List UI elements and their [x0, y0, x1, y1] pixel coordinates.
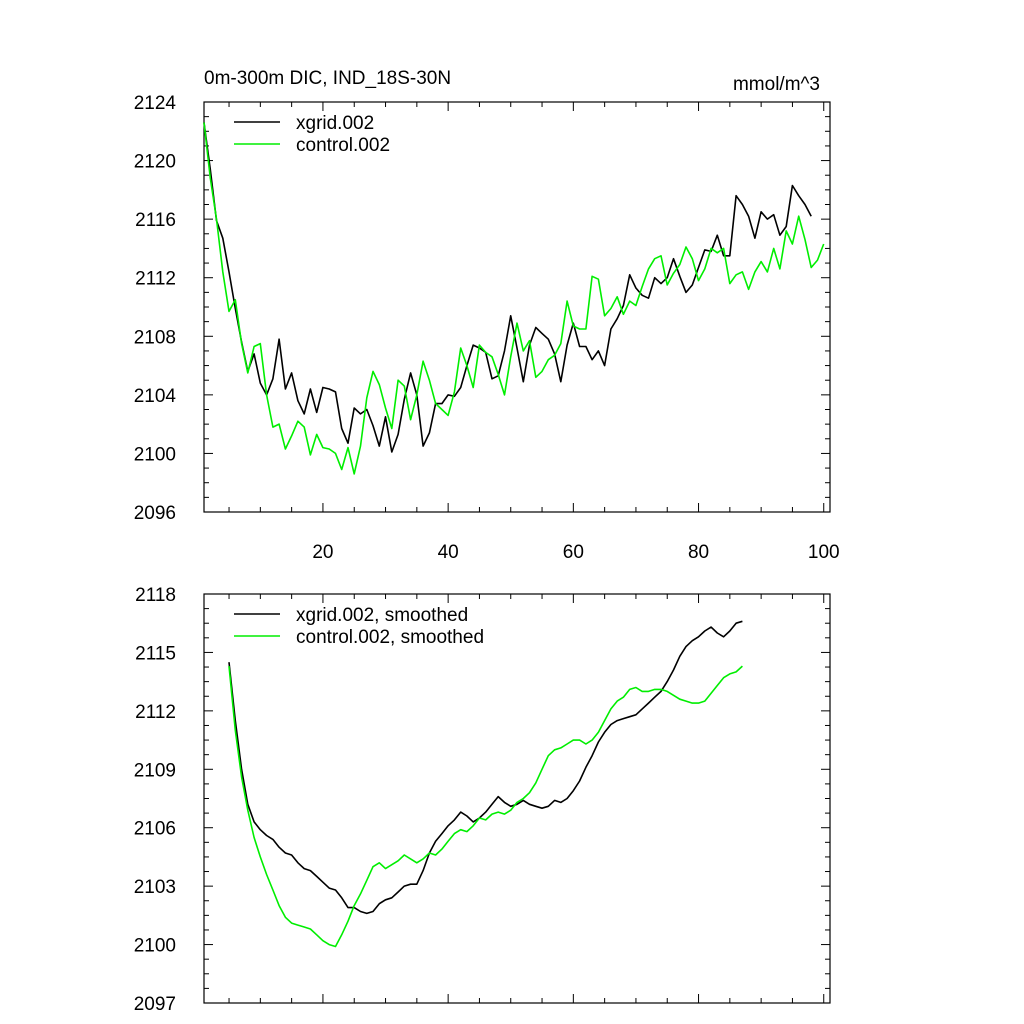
chart1-series-line-control [228, 665, 743, 948]
chart0-x-tick-label: 100 [808, 542, 840, 563]
chart1-y-tick-label: 2100 [134, 936, 176, 957]
chart1-y-tick-label: 2115 [135, 643, 176, 664]
chart0-title: 0m-300m DIC, IND_18S-30N [204, 68, 451, 89]
chart0-x-tick-label: 20 [312, 542, 333, 563]
chart0-x-tick-label: 80 [688, 542, 709, 563]
chart0-y-tick-label: 2108 [134, 327, 176, 348]
chart0-y-tick-label: 2096 [134, 503, 176, 524]
chart1-y-tick-label: 2112 [135, 702, 176, 723]
chart0-y-tick-label: 2116 [135, 210, 176, 231]
chart0-legend-label: control.002 [296, 135, 390, 156]
chart0-plot-frame [203, 101, 831, 513]
chart0-legend-label: xgrid.002 [296, 113, 374, 134]
chart0-y-tick-label: 2100 [134, 444, 176, 465]
chart0-units-label: mmol/m^3 [733, 74, 820, 95]
chart1-y-tick-label: 2109 [134, 760, 176, 781]
chart1-y-tick-label: 2106 [134, 819, 176, 840]
chart1-y-tick-label: 2118 [135, 585, 176, 606]
chart0-y-tick-label: 2124 [134, 93, 177, 114]
chart1-y-tick-label: 2097 [134, 994, 176, 1015]
chart1-series-line-xgrid [228, 620, 743, 915]
chart1-legend-label: xgrid.002, smoothed [296, 605, 468, 626]
top-panel-dic-raw: 2096 2100 2104 2108 2112 2116 2120 2124 20 40 60 80… [134, 68, 840, 563]
chart0-y-tick-label: 2104 [134, 386, 177, 407]
chart0-y-tick-label: 2120 [134, 152, 176, 173]
chart0-series-line-xgrid [203, 122, 812, 453]
chart1-y-tick-label: 2103 [134, 877, 176, 898]
chart0-x-tick-label: 40 [438, 542, 459, 563]
chart1-legend-label: control.002, smoothed [296, 627, 484, 648]
bottom-panel-dic-smoothed: 2097 2100 2103 2106 2109 2112 2115 2118 xgrid.00… [134, 585, 831, 1015]
chart0-x-tick-label: 60 [563, 542, 584, 563]
chart0-y-tick-label: 2112 [135, 269, 176, 290]
chart1-plot-frame [203, 593, 831, 1004]
chart0-series-line-control [203, 122, 825, 475]
